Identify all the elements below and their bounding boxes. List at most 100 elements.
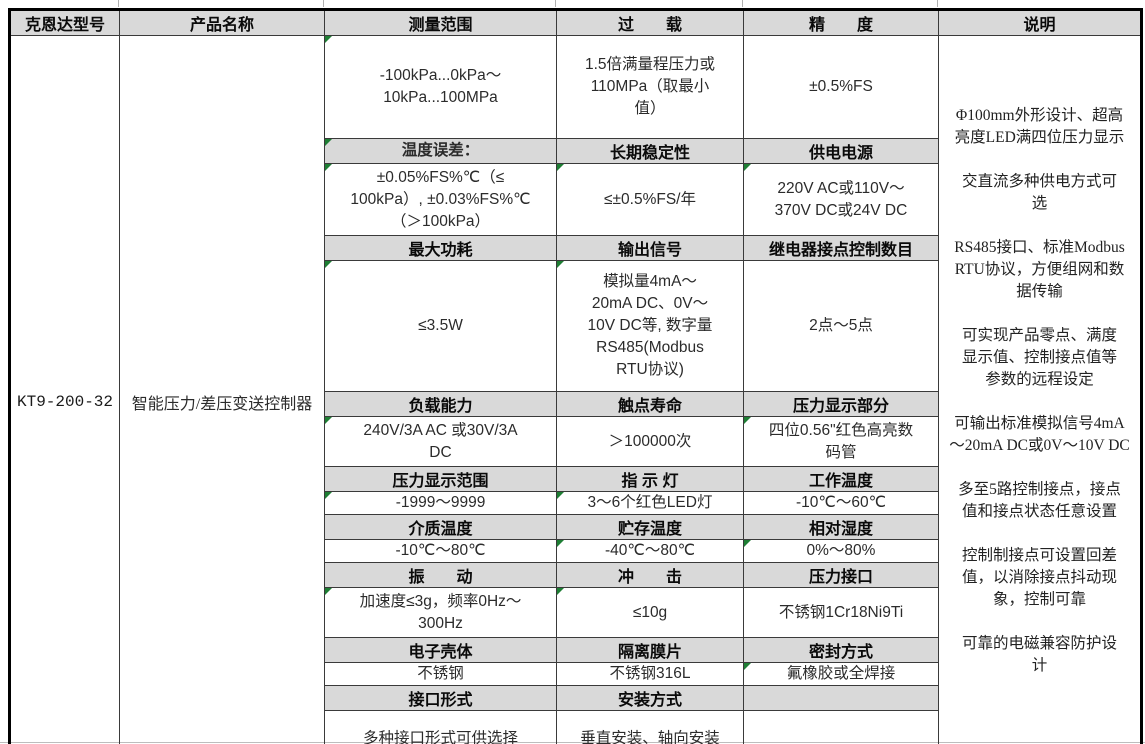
table-row: 介质温度 贮存温度 相对湿度 [10, 514, 1142, 540]
table-row: -10℃～80℃ -40℃～80℃ 0%～80% [10, 539, 1142, 563]
subheader-contact-life: 触点寿命 [556, 391, 744, 417]
cell-working-temp: -10℃～60℃ [743, 491, 939, 515]
description-paragraph: 多至5路控制接点，接点 值和接点状态任意设置 [958, 480, 1121, 520]
cell-pressure-display: 四位0.56"红色高亮数 码管 [743, 416, 939, 467]
subheader-relay-contact-count: 继电器接点控制数目 [743, 235, 939, 261]
cell-mounting-type: 垂直安装、轴向安装 [556, 710, 744, 744]
subheader-relative-humidity: 相对湿度 [743, 514, 939, 540]
subheader-sealing-method: 密封方式 [743, 637, 939, 663]
cell-corner-marker-icon [325, 492, 332, 499]
cell-corner-marker-icon [557, 588, 564, 595]
cell-indicator-light: 3～6个红色LED灯 [556, 491, 744, 515]
table-row: 240V/3A AC 或30V/3A DC ＞100000次 四位0.56"红色… [10, 416, 1142, 467]
table-row: 加速度≤3g，频率0Hz～ 300Hz ≤10g 不锈钢1Cr18Ni9Ti [10, 587, 1142, 638]
cell-corner-marker-icon [325, 139, 332, 146]
subheader-electronics-housing: 电子壳体 [324, 637, 557, 663]
cell-load-capacity: 240V/3A AC 或30V/3A DC [324, 416, 557, 467]
product-spec-table: 克恩达型号 产品名称 测量范围 过 载 精 度 说明 KT9-200-32 智能… [8, 8, 1143, 744]
cell-empty [743, 710, 939, 744]
description-paragraph: 控制制接点可设置回差 值，以消除接点抖动现 象，控制可靠 [961, 546, 1117, 608]
subheader-empty [743, 685, 939, 711]
subheader-vibration: 振 动 [324, 562, 557, 588]
cell-shock: ≤10g [556, 587, 744, 638]
col-header-model: 克恩达型号 [9, 9, 120, 36]
table-row: KT9-200-32 智能压力/差压变送控制器 -100kPa...0kPa～ … [9, 35, 1142, 744]
cell-corner-marker-icon [744, 540, 751, 547]
description-paragraph: RS485接口、标准Modbus RTU协议，方便组网和数 据传输 [954, 238, 1125, 300]
table-row: ±0.05%FS%℃（≤ 100kPa）, ±0.03%FS%℃ （＞100kP… [10, 163, 1142, 236]
cell-corner-marker-icon [325, 36, 332, 43]
cell-port-type: 多种接口形式可供选择 [324, 710, 557, 744]
product-name-cell: 智能压力/差压变送控制器 [119, 35, 325, 744]
col-header-overload: 过 载 [556, 9, 744, 36]
table-row: 多种接口形式可供选择 垂直安装、轴向安装 [10, 710, 1142, 744]
cell-corner-marker-icon [557, 540, 564, 547]
cell-isolation-diaphragm: 不锈钢316L [556, 662, 744, 686]
description-paragraph: Φ100mm外形设计、超高 亮度LED满四位压力显示 [954, 106, 1125, 146]
subheader-isolation-diaphragm: 隔离膜片 [556, 637, 744, 663]
subheader-temp-error: 温度误差： [324, 138, 557, 164]
cell-measure-range: -100kPa...0kPa～ 10kPa...100MPa [324, 35, 557, 139]
cell-overload: 1.5倍满量程压力或 110MPa（取最小 值） [556, 35, 744, 139]
cell-max-power: ≤3.5W [324, 260, 557, 392]
cell-corner-marker-icon [325, 417, 332, 424]
subheader-power-supply: 供电电源 [743, 138, 939, 164]
cell-electronics-housing: 不锈钢 [324, 662, 557, 686]
table-row: ≤3.5W 模拟量4mA～ 20mA DC、0V～ 10V DC等, 数字量 R… [10, 260, 1142, 392]
description-cell: Φ100mm外形设计、超高 亮度LED满四位压力显示 交直流多种供电方式可 选 … [938, 35, 1142, 744]
table-row: 最大功耗 输出信号 继电器接点控制数目 [10, 235, 1142, 261]
subheader-storage-temp: 贮存温度 [556, 514, 744, 540]
grid-tick [937, 0, 938, 7]
cell-temp-error: ±0.05%FS%℃（≤ 100kPa）, ±0.03%FS%℃ （＞100kP… [324, 163, 557, 236]
table-row: 振 动 冲 击 压力接口 [10, 562, 1142, 588]
subheader-mounting-type: 安装方式 [556, 685, 744, 711]
col-header-accuracy: 精 度 [743, 9, 939, 36]
cell-output-signal: 模拟量4mA～ 20mA DC、0V～ 10V DC等, 数字量 RS485(M… [556, 260, 744, 392]
cell-corner-marker-icon [744, 164, 751, 171]
description-paragraph: 可输出标准模拟信号4mA ～20mA DC或0V～10V DC [949, 414, 1130, 454]
cell-display-range: -1999～9999 [324, 491, 557, 515]
description-paragraph: 可靠的电磁兼容防护设 计 [961, 634, 1117, 674]
col-header-description: 说明 [938, 9, 1142, 36]
grid-tick [555, 0, 556, 7]
model-cell: KT9-200-32 [9, 35, 120, 744]
subheader-indicator-light: 指 示 灯 [556, 466, 744, 492]
subheader-pressure-display: 压力显示部分 [743, 391, 939, 417]
cell-corner-marker-icon [744, 417, 751, 424]
cell-corner-marker-icon [325, 261, 332, 268]
cell-power-supply: 220V AC或110V～ 370V DC或24V DC [743, 163, 939, 236]
subheader-load-capacity: 负载能力 [324, 391, 557, 417]
subheader-port-type: 接口形式 [324, 685, 557, 711]
cell-relative-humidity: 0%～80% [743, 539, 939, 563]
subheader-long-term-stability: 长期稳定性 [556, 138, 744, 164]
cell-long-term-stability: ≤±0.5%FS/年 [556, 163, 744, 236]
table-header-row: 克恩达型号 产品名称 测量范围 过 载 精 度 说明 [9, 9, 1142, 36]
cell-corner-marker-icon [557, 492, 564, 499]
cell-sealing-method: 氟橡胶或全焊接 [743, 662, 939, 686]
cell-corner-marker-icon [325, 588, 332, 595]
cell-corner-marker-icon [557, 164, 564, 171]
subheader-working-temp: 工作温度 [743, 466, 939, 492]
subheader-medium-temp: 介质温度 [324, 514, 557, 540]
cell-medium-temp: -10℃～80℃ [324, 539, 557, 563]
cell-corner-marker-icon [325, 164, 332, 171]
cell-accuracy: ±0.5%FS [743, 35, 939, 139]
cell-vibration: 加速度≤3g，频率0Hz～ 300Hz [324, 587, 557, 638]
cell-corner-marker-icon [744, 663, 751, 670]
subheader-shock: 冲 击 [556, 562, 744, 588]
cell-contact-life: ＞100000次 [556, 416, 744, 467]
description-paragraph: 可实现产品零点、满度 显示值、控制接点值等 参数的远程设定 [961, 326, 1117, 388]
cell-storage-temp: -40℃～80℃ [556, 539, 744, 563]
table-row: 压力显示范围 指 示 灯 工作温度 [10, 466, 1142, 492]
cell-pressure-port: 不锈钢1Cr18Ni9Ti [743, 587, 939, 638]
grid-tick [323, 0, 324, 7]
col-header-measure-range: 测量范围 [324, 9, 557, 36]
table-row: -1999～9999 3～6个红色LED灯 -10℃～60℃ [10, 491, 1142, 515]
subheader-output-signal: 输出信号 [556, 235, 744, 261]
subheader-display-range: 压力显示范围 [324, 466, 557, 492]
table-row: 接口形式 安装方式 [10, 685, 1142, 711]
table-row: 不锈钢 不锈钢316L 氟橡胶或全焊接 [10, 662, 1142, 686]
col-header-product-name: 产品名称 [119, 9, 325, 36]
grid-tick [118, 0, 119, 7]
